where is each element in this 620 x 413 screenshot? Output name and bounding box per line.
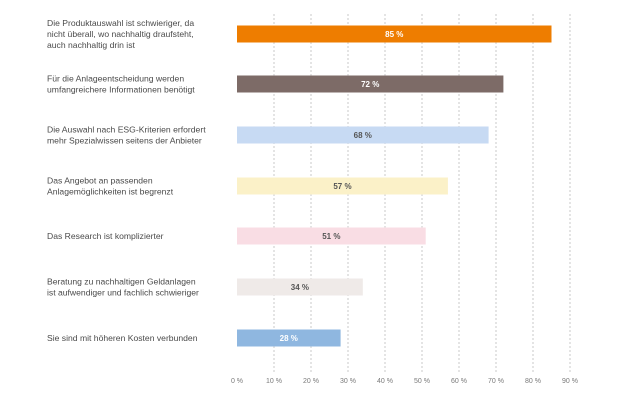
category-label-2: Für die Anlageentscheidung werden umfangr…: [47, 74, 195, 95]
category-label-line: Beratung zu nachhaltigen Geldanlagen: [47, 277, 196, 287]
category-label-line: Für die Anlageentscheidung werden: [47, 74, 184, 84]
x-tick-label-40: 40 %: [377, 378, 393, 385]
bar-value-label-1: 85 %: [385, 30, 403, 39]
category-label-6: Beratung zu nachhaltigen Geldanlagen ist …: [47, 277, 199, 298]
x-axis-tick-labels: 0 % 10 % 20 % 30 % 40 % 50 % 60 % 70 % 80 % 90 %: [231, 378, 578, 385]
category-label-5: Das Research ist komplizierter: [47, 231, 164, 241]
category-label-3: Die Auswahl nach ESG-Kriterien erfordert…: [47, 125, 206, 146]
x-tick-label-80: 80 %: [525, 378, 541, 385]
bar-value-label-3: 68 %: [354, 131, 372, 140]
x-tick-label-10: 10 %: [266, 378, 282, 385]
bar-5: [237, 227, 426, 245]
bar-2: [237, 75, 504, 93]
category-label-line: Anlagemöglichkeiten ist begrenzt: [47, 187, 174, 197]
bar-value-label-2: 72 %: [361, 80, 379, 89]
bar-1: [237, 25, 552, 43]
x-tick-label-20: 20 %: [303, 378, 319, 385]
category-label-line: Die Auswahl nach ESG-Kriterien erfordert: [47, 125, 206, 135]
x-tick-label-0: 0 %: [231, 378, 243, 385]
bar-value-label-6: 34 %: [291, 283, 309, 292]
bar-4: [237, 177, 448, 195]
bar-value-label-7: 28 %: [280, 334, 298, 343]
category-label-4: Das Angebot an passenden Anlagemöglichkei…: [47, 176, 174, 197]
category-label-line: Sie sind mit höheren Kosten verbunden: [47, 333, 198, 343]
bar-3: [237, 126, 489, 144]
x-tick-label-50: 50 %: [414, 378, 430, 385]
category-label-line: Das Angebot an passenden: [47, 176, 153, 186]
category-label-line: auch nachhaltig drin ist: [47, 40, 136, 50]
category-label-line: mehr Spezialwissen seitens der Anbieter: [47, 136, 202, 146]
category-label-7: Sie sind mit höheren Kosten verbunden: [47, 333, 198, 343]
bar-value-label-4: 57 %: [333, 182, 351, 191]
bar-value-label-5: 51 %: [322, 232, 340, 241]
x-tick-label-60: 60 %: [451, 378, 467, 385]
x-tick-label-70: 70 %: [488, 378, 504, 385]
category-label-line: nicht überall, wo nachhaltig draufsteht,: [47, 29, 194, 39]
x-tick-label-30: 30 %: [340, 378, 356, 385]
category-label-1: Die Produktauswahl ist schwieriger, da ni…: [47, 18, 194, 50]
bars: 85 % 72 % 68 % 57 % 51 % 34 % 28 %: [237, 25, 552, 347]
bar-7: [237, 329, 341, 347]
category-label-line: umfangreichere Informationen benötigt: [47, 85, 195, 95]
category-labels: Die Produktauswahl ist schwieriger, da ni…: [47, 18, 206, 343]
category-label-line: Die Produktauswahl ist schwieriger, da: [47, 18, 194, 28]
category-label-line: Das Research ist komplizierter: [47, 231, 164, 241]
category-label-line: ist aufwendiger und fachlich schwieriger: [47, 288, 199, 298]
x-tick-label-90: 90 %: [562, 378, 578, 385]
bar-6: [237, 278, 363, 296]
